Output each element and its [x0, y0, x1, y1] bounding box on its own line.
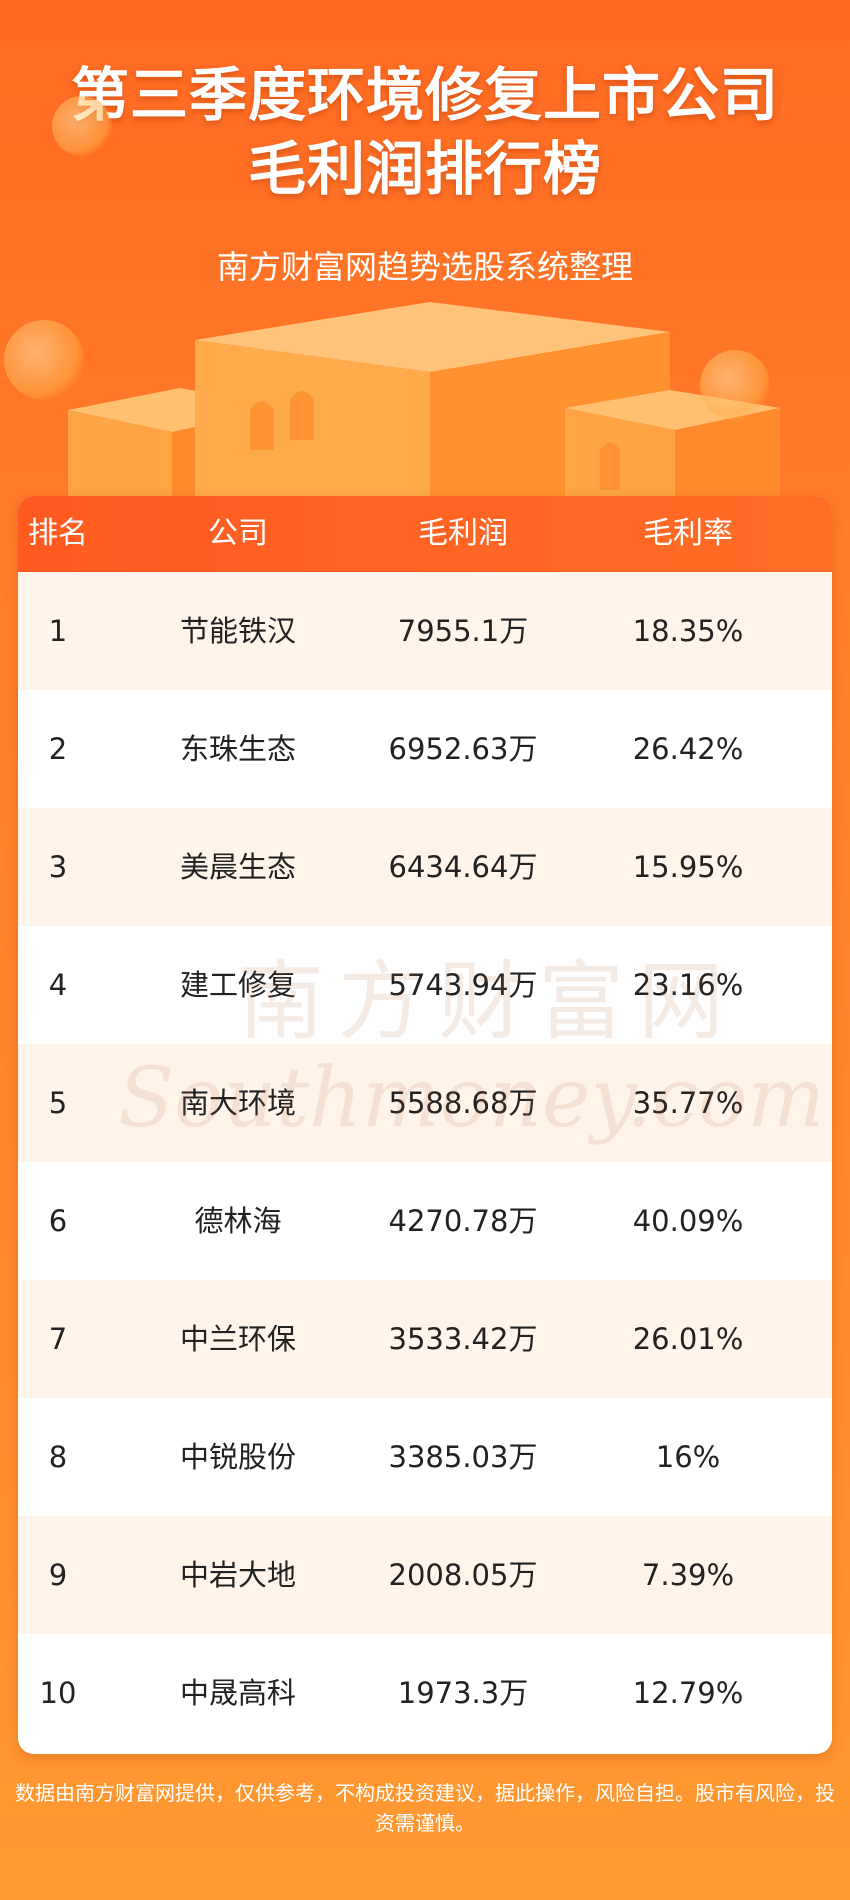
table-row: 9 中岩大地 2008.05万 7.39% [18, 1516, 832, 1634]
company-cell: 中岩大地 [179, 1558, 296, 1592]
column-header-rank: 排名 [28, 516, 88, 551]
company-cell: 中锐股份 [179, 1440, 296, 1474]
gross-profit-cell: 5588.68万 [388, 1086, 538, 1120]
column-header-gross-profit: 毛利润 [418, 516, 508, 551]
gross-profit-cell: 3533.42万 [388, 1322, 538, 1356]
company-cell: 东珠生态 [179, 732, 296, 766]
coin-decoration [52, 96, 112, 156]
decorative-blocks-illustration [68, 302, 780, 510]
column-header-company: 公司 [208, 516, 268, 551]
rank-cell: 3 [48, 850, 68, 884]
rank-cell: 5 [48, 1086, 68, 1120]
table-row: 4 建工修复 5743.94万 23.16% [18, 926, 832, 1044]
gross-profit-cell: 1973.3万 [397, 1676, 529, 1710]
rank-cell: 4 [48, 968, 68, 1002]
gross-margin-cell: 12.79% [632, 1676, 744, 1710]
table-row: 1 节能铁汉 7955.1万 18.35% [18, 572, 832, 690]
rank-cell: 9 [48, 1558, 68, 1592]
company-cell: 中晟高科 [179, 1676, 296, 1710]
gross-margin-cell: 16% [655, 1440, 721, 1474]
company-cell: 德林海 [194, 1204, 282, 1238]
table-row: 10 中晟高科 1973.3万 12.79% [18, 1634, 832, 1752]
gross-margin-cell: 40.09% [632, 1204, 744, 1238]
table-row: 5 南大环境 5588.68万 35.77% [18, 1044, 832, 1162]
table-row: 8 中锐股份 3385.03万 16% [18, 1398, 832, 1516]
table-row: 7 中兰环保 3533.42万 26.01% [18, 1280, 832, 1398]
gross-profit-cell: 4270.78万 [388, 1204, 538, 1238]
gross-profit-cell: 3385.03万 [388, 1440, 538, 1474]
gross-margin-cell: 23.16% [632, 968, 744, 1002]
column-header-gross-margin: 毛利率 [643, 516, 733, 551]
table-row: 6 德林海 4270.78万 40.09% [18, 1162, 832, 1280]
rank-cell: 7 [48, 1322, 68, 1356]
page-subtitle: 南方财富网趋势选股系统整理 [216, 248, 633, 286]
gross-profit-cell: 6952.63万 [388, 732, 538, 766]
company-cell: 中兰环保 [179, 1322, 296, 1356]
rank-cell: 2 [48, 732, 68, 766]
coin-decoration [4, 320, 84, 400]
gross-margin-cell: 7.39% [641, 1558, 735, 1592]
gross-profit-cell: 7955.1万 [397, 614, 529, 648]
gross-margin-cell: 18.35% [632, 614, 744, 648]
disclaimer-text: 数据由南方财富网提供，仅供参考，不构成投资建议，据此操作，风险自担。股市有风险，… [15, 1781, 835, 1835]
company-cell: 南大环境 [179, 1086, 296, 1120]
gross-margin-cell: 35.77% [632, 1086, 744, 1120]
rank-cell: 6 [48, 1204, 68, 1238]
ranking-table: 排名 公司 毛利润 毛利率 1 节能铁汉 7955.1万 18.35% 2 东珠生态 695… [18, 496, 832, 1754]
table-row: 3 美晨生态 6434.64万 15.95% [18, 808, 832, 926]
company-cell: 建工修复 [179, 968, 296, 1002]
page-title-line1: 第三季度环境修复上市公司 [70, 61, 779, 129]
gross-margin-cell: 26.42% [632, 732, 744, 766]
rank-cell: 8 [48, 1440, 68, 1474]
gross-margin-cell: 26.01% [632, 1322, 744, 1356]
page-title-line2: 毛利润排行榜 [247, 135, 602, 203]
coin-decoration [700, 350, 770, 420]
rank-cell: 1 [48, 614, 68, 648]
gross-profit-cell: 2008.05万 [388, 1558, 538, 1592]
gross-profit-cell: 5743.94万 [388, 968, 538, 1002]
rank-cell: 10 [39, 1676, 77, 1710]
gross-profit-cell: 6434.64万 [388, 850, 538, 884]
table-header: 排名 公司 毛利润 毛利率 [18, 496, 832, 572]
gross-margin-cell: 15.95% [632, 850, 744, 884]
company-cell: 美晨生态 [179, 850, 296, 884]
table-row: 2 东珠生态 6952.63万 26.42% [18, 690, 832, 808]
company-cell: 节能铁汉 [179, 614, 296, 648]
